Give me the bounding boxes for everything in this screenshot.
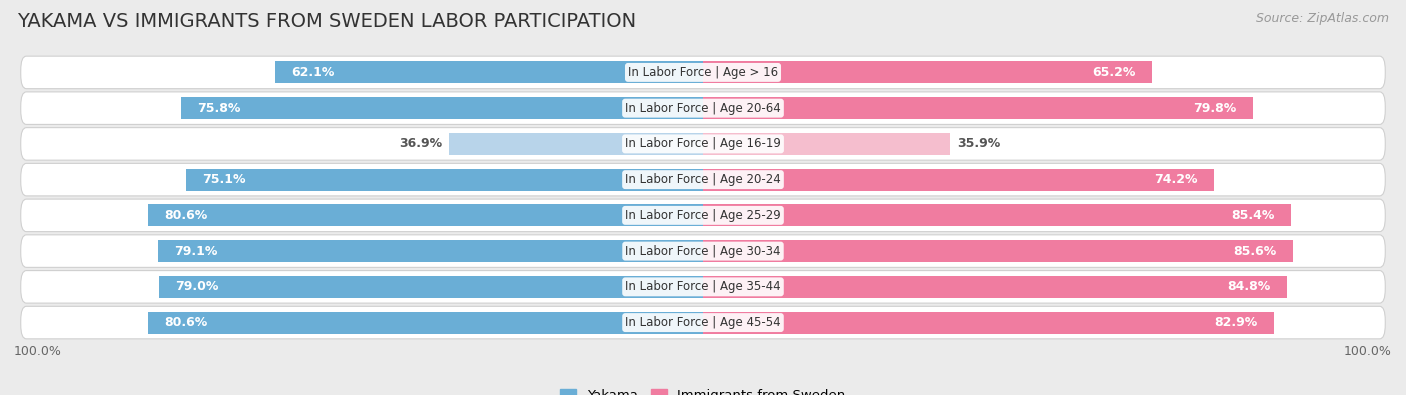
Text: 82.9%: 82.9%	[1215, 316, 1257, 329]
Text: Source: ZipAtlas.com: Source: ZipAtlas.com	[1256, 12, 1389, 25]
Text: 65.2%: 65.2%	[1092, 66, 1136, 79]
FancyBboxPatch shape	[21, 164, 1385, 196]
Text: 85.6%: 85.6%	[1233, 245, 1277, 258]
Text: In Labor Force | Age 20-64: In Labor Force | Age 20-64	[626, 102, 780, 115]
Bar	[703, 204, 1291, 226]
Text: In Labor Force | Age 35-44: In Labor Force | Age 35-44	[626, 280, 780, 293]
Text: In Labor Force | Age > 16: In Labor Force | Age > 16	[628, 66, 778, 79]
Text: In Labor Force | Age 25-29: In Labor Force | Age 25-29	[626, 209, 780, 222]
Bar	[276, 61, 703, 83]
Bar	[703, 312, 1274, 334]
Bar	[703, 97, 1253, 119]
Text: 79.8%: 79.8%	[1192, 102, 1236, 115]
FancyBboxPatch shape	[21, 56, 1385, 88]
Text: In Labor Force | Age 16-19: In Labor Force | Age 16-19	[626, 137, 780, 150]
Bar	[703, 169, 1215, 191]
Bar	[703, 133, 950, 155]
Bar	[703, 61, 1152, 83]
Bar	[157, 240, 703, 262]
Text: 85.4%: 85.4%	[1232, 209, 1275, 222]
FancyBboxPatch shape	[21, 271, 1385, 303]
Bar	[159, 276, 703, 298]
Text: 74.2%: 74.2%	[1154, 173, 1198, 186]
Bar	[703, 240, 1292, 262]
Legend: Yakama, Immigrants from Sweden: Yakama, Immigrants from Sweden	[555, 384, 851, 395]
FancyBboxPatch shape	[21, 128, 1385, 160]
FancyBboxPatch shape	[21, 92, 1385, 124]
Bar	[449, 133, 703, 155]
Bar	[148, 204, 703, 226]
Text: 75.1%: 75.1%	[202, 173, 246, 186]
Bar	[181, 97, 703, 119]
Text: 100.0%: 100.0%	[14, 345, 62, 358]
Text: In Labor Force | Age 20-24: In Labor Force | Age 20-24	[626, 173, 780, 186]
Bar	[186, 169, 703, 191]
FancyBboxPatch shape	[21, 235, 1385, 267]
Text: 79.1%: 79.1%	[174, 245, 218, 258]
Bar	[703, 276, 1288, 298]
Text: 35.9%: 35.9%	[957, 137, 1001, 150]
Text: In Labor Force | Age 30-34: In Labor Force | Age 30-34	[626, 245, 780, 258]
Text: 75.8%: 75.8%	[197, 102, 240, 115]
Text: 84.8%: 84.8%	[1227, 280, 1271, 293]
Text: 100.0%: 100.0%	[1344, 345, 1392, 358]
Text: In Labor Force | Age 45-54: In Labor Force | Age 45-54	[626, 316, 780, 329]
FancyBboxPatch shape	[21, 199, 1385, 231]
Text: 80.6%: 80.6%	[165, 316, 208, 329]
Text: YAKAMA VS IMMIGRANTS FROM SWEDEN LABOR PARTICIPATION: YAKAMA VS IMMIGRANTS FROM SWEDEN LABOR P…	[17, 12, 636, 31]
Text: 79.0%: 79.0%	[176, 280, 219, 293]
Bar	[148, 312, 703, 334]
Text: 36.9%: 36.9%	[399, 137, 441, 150]
FancyBboxPatch shape	[21, 307, 1385, 339]
Text: 62.1%: 62.1%	[291, 66, 335, 79]
Text: 80.6%: 80.6%	[165, 209, 208, 222]
